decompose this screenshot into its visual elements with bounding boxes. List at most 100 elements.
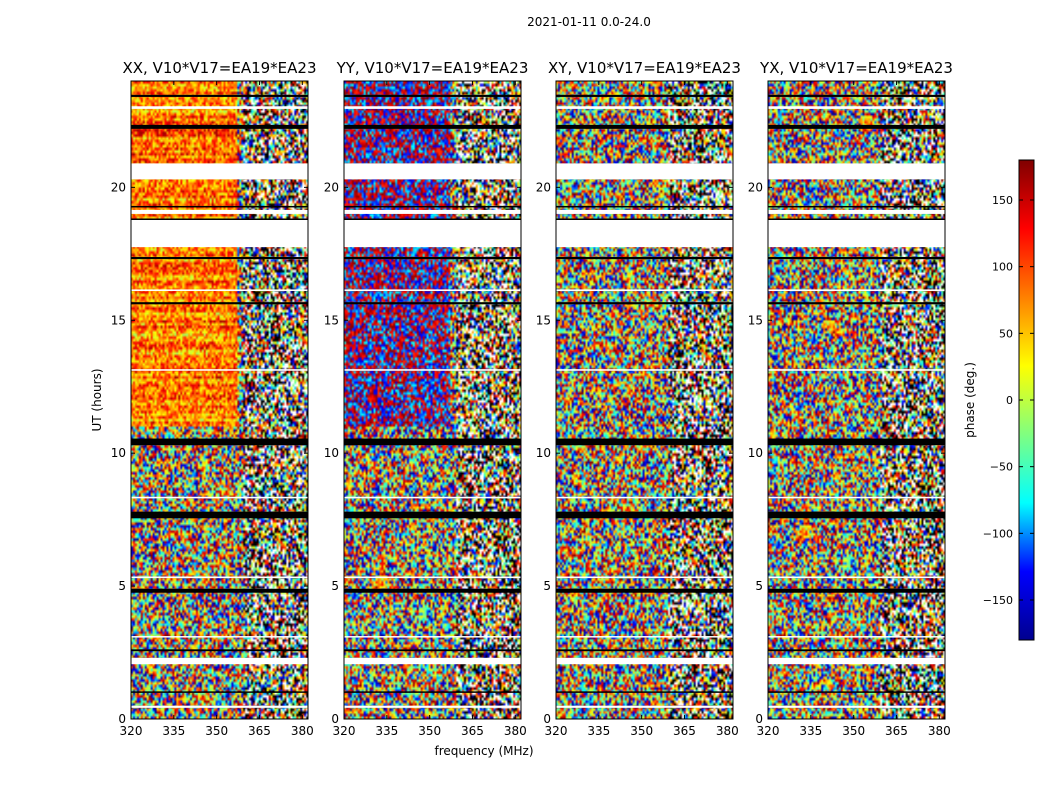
flagged-band (131, 438, 308, 446)
flagged-band (768, 636, 945, 638)
flagged-band (344, 94, 521, 97)
y-tick-label: 5 (118, 579, 126, 593)
flagged-band (131, 209, 308, 214)
flagged-band (768, 302, 945, 305)
flagged-band (131, 205, 308, 208)
flagged-band (344, 302, 521, 305)
x-tick-label: 320 (333, 724, 356, 738)
flagged-band (344, 256, 521, 260)
flagged-band (768, 588, 945, 593)
flagged-band (131, 576, 308, 579)
y-tick-label: 0 (755, 712, 763, 726)
y-tick-label: 10 (536, 446, 551, 460)
flagged-band (344, 705, 521, 708)
flagged-band (768, 369, 945, 371)
x-tick-label: 380 (928, 724, 951, 738)
x-tick-label: 335 (162, 724, 185, 738)
flagged-band (768, 289, 945, 292)
x-tick-label: 365 (248, 724, 271, 738)
flagged-band (768, 438, 945, 446)
flagged-band (556, 691, 733, 693)
flagged-band (556, 209, 733, 214)
flagged-band (131, 163, 308, 180)
flagged-band (131, 94, 308, 97)
flagged-band (556, 636, 733, 638)
panel-title: XY, V10*V17=EA19*EA23 (548, 59, 741, 77)
panel-title: YX, V10*V17=EA19*EA23 (759, 59, 953, 77)
flagged-band (131, 124, 308, 129)
flagged-band (768, 511, 945, 519)
flagged-band (768, 163, 945, 180)
blank-band (768, 219, 945, 245)
panels: XX, V10*V17=EA19*EA23 320 335 350 365 380 0 5 10… (111, 59, 953, 738)
x-tick-label: 380 (291, 724, 314, 738)
figure-title: 2021-01-11 0.0-24.0 (527, 15, 651, 29)
flagged-band (556, 369, 733, 371)
flagged-band (556, 657, 733, 665)
flagged-band (344, 691, 521, 693)
flagged-band (556, 256, 733, 260)
flagged-band (344, 636, 521, 638)
flagged-band (556, 576, 733, 579)
flagged-band (344, 438, 521, 446)
colorbar-tick-label: −150 (983, 594, 1013, 607)
colorbar-tick-label: 0 (1006, 394, 1013, 407)
flagged-band (131, 705, 308, 708)
heatmap-image (768, 81, 945, 719)
flagged-band (131, 657, 308, 665)
colorbar-tick-label: 50 (999, 327, 1013, 340)
y-tick-label: 20 (324, 180, 339, 194)
flagged-band (131, 649, 308, 652)
y-tick-label: 5 (543, 579, 551, 593)
flagged-band (131, 369, 308, 371)
panel-2: XY, V10*V17=EA19*EA23 320 335 350 365 380 0 5 10… (536, 59, 741, 738)
y-tick-label: 10 (111, 446, 126, 460)
flagged-band (556, 438, 733, 446)
flagged-band (131, 691, 308, 693)
flagged-band (344, 496, 521, 499)
y-tick-label: 20 (748, 180, 763, 194)
flagged-band (344, 289, 521, 292)
y-tick-label: 15 (324, 313, 339, 327)
flagged-band (768, 205, 945, 208)
x-tick-label: 380 (504, 724, 527, 738)
blank-band (131, 219, 308, 245)
colorbar-tick-label: 100 (992, 261, 1013, 274)
flagged-band (344, 369, 521, 371)
flagged-band (556, 205, 733, 208)
x-tick-label: 350 (205, 724, 228, 738)
flagged-band (131, 106, 308, 109)
flagged-band (131, 496, 308, 499)
flagged-band (344, 588, 521, 593)
y-tick-label: 20 (111, 180, 126, 194)
flagged-band (131, 588, 308, 593)
y-axis-label: UT (hours) (90, 368, 104, 431)
x-tick-label: 365 (885, 724, 908, 738)
flagged-band (556, 302, 733, 305)
flagged-band (344, 205, 521, 208)
flagged-band (344, 657, 521, 665)
panel-frame (343, 80, 522, 720)
x-tick-label: 350 (418, 724, 441, 738)
x-tick-label: 335 (799, 724, 822, 738)
panel-0: XX, V10*V17=EA19*EA23 320 335 350 365 380 0 5 10… (111, 59, 317, 738)
flagged-band (768, 705, 945, 708)
flagged-band (768, 94, 945, 97)
x-tick-label: 350 (842, 724, 865, 738)
y-tick-label: 15 (748, 313, 763, 327)
flagged-band (131, 636, 308, 638)
heatmap-image (344, 81, 521, 719)
flagged-band (556, 124, 733, 129)
colorbar-tick-label: −50 (990, 461, 1013, 474)
y-tick-label: 0 (118, 712, 126, 726)
flagged-band (768, 124, 945, 129)
blank-band (344, 219, 521, 245)
y-tick-label: 5 (331, 579, 339, 593)
colorbar-tick-label: 150 (992, 194, 1013, 207)
x-tick-label: 350 (630, 724, 653, 738)
flagged-band (556, 588, 733, 593)
flagged-band (768, 106, 945, 109)
colorbar: 150 100 50 0 −50 −100 −150 (983, 159, 1035, 641)
x-tick-label: 320 (120, 724, 143, 738)
flagged-band (556, 705, 733, 708)
